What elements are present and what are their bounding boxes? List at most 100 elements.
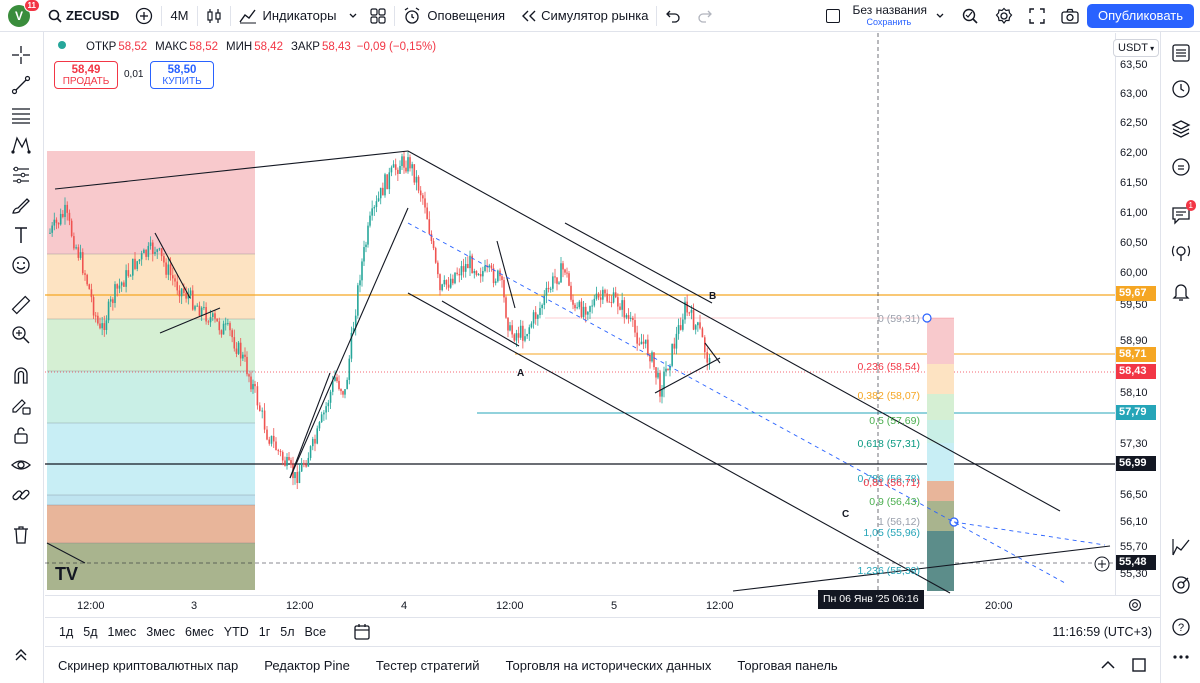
ruler-tool[interactable] xyxy=(10,294,32,316)
candle-body xyxy=(138,259,141,262)
trading-panel-button[interactable] xyxy=(1170,536,1192,558)
goto-date-button[interactable] xyxy=(353,623,371,641)
buy-button[interactable]: 58,50 КУПИТЬ xyxy=(150,61,214,89)
layout-save-button[interactable]: Без названия Сохранить xyxy=(852,4,927,28)
range-1y[interactable]: 1г xyxy=(258,624,271,639)
fib-zone-salmon xyxy=(47,505,255,543)
divider xyxy=(196,5,198,26)
candle-body xyxy=(602,289,604,300)
interval-button[interactable]: 4M xyxy=(170,8,189,23)
crosshair-tool[interactable] xyxy=(10,44,32,66)
tab-trading-panel[interactable]: Торговая панель xyxy=(737,657,838,673)
candle-body xyxy=(640,341,643,345)
candle-body xyxy=(134,258,136,269)
symbol-search-button[interactable]: ZECUSD xyxy=(40,0,127,32)
candle-body xyxy=(120,282,123,286)
trend-line-tool[interactable] xyxy=(10,74,32,96)
indicators-button[interactable]: Индикаторы xyxy=(231,0,345,32)
sell-button[interactable]: 58,49 ПРОДАТЬ xyxy=(54,61,118,89)
remove-tool[interactable] xyxy=(10,524,32,546)
text-tool[interactable] xyxy=(10,224,32,246)
magnet-icon xyxy=(14,367,28,384)
chart-type-button[interactable] xyxy=(198,0,230,32)
list-icon xyxy=(1172,44,1190,62)
candle-body xyxy=(105,320,108,331)
fib-handle-top xyxy=(922,313,932,323)
time-axis[interactable]: 12:00 3 12:00 4 12:00 5 12:00 20:00 xyxy=(45,595,1160,617)
currency-selector[interactable]: USDT ▾ xyxy=(1113,39,1160,57)
magnet-tool[interactable] xyxy=(10,364,32,386)
candle-body xyxy=(570,285,572,300)
chats-button[interactable]: 1 xyxy=(1170,200,1196,226)
candle-body xyxy=(558,282,560,284)
tab-replay-trading[interactable]: Торговля на исторических данных xyxy=(505,657,712,673)
emoji-tool[interactable] xyxy=(10,254,32,276)
range-5d[interactable]: 5д xyxy=(83,624,98,639)
price-axis[interactable]: 63,50 63,00 62,50 62,00 61,50 61,00 60,5… xyxy=(1115,33,1160,595)
projection-tool[interactable] xyxy=(10,164,32,186)
candle-body xyxy=(51,225,53,233)
candle-body xyxy=(194,306,196,310)
layout-checkbox[interactable] xyxy=(826,8,841,23)
candle-body xyxy=(627,315,630,319)
ideas-button[interactable] xyxy=(1170,156,1192,178)
compare-add-button[interactable] xyxy=(127,0,161,32)
fib-zone-green xyxy=(47,319,255,371)
candle-body xyxy=(261,410,263,412)
dom-button[interactable] xyxy=(1170,574,1192,596)
range-5y[interactable]: 5л xyxy=(280,624,295,639)
object-tree-button[interactable] xyxy=(1170,118,1192,140)
watchlist-button[interactable] xyxy=(1170,42,1192,64)
streams-button[interactable] xyxy=(1170,242,1192,264)
notifications-button[interactable] xyxy=(1170,280,1192,302)
fib-tool[interactable] xyxy=(10,104,32,126)
publish-button[interactable]: Опубликовать xyxy=(1086,3,1194,28)
alerts-panel-button[interactable] xyxy=(1170,78,1192,100)
indicators-menu-button[interactable] xyxy=(344,0,362,32)
more-button[interactable] xyxy=(1170,646,1192,668)
tab-strategy-tester[interactable]: Тестер стратегий xyxy=(375,657,480,673)
chevron-up-icon[interactable] xyxy=(1100,658,1116,672)
range-3m[interactable]: 3мес xyxy=(146,624,175,639)
user-avatar[interactable]: V 11 xyxy=(8,0,40,27)
chart-canvas[interactable]: TV A B C 0 (59,31) 0,236 xyxy=(45,33,1115,615)
visibility-tool[interactable] xyxy=(10,454,32,476)
range-6m[interactable]: 6мес xyxy=(185,624,214,639)
tab-crypto-screener[interactable]: Скринер криптовалютных пар xyxy=(58,657,239,673)
fib-box-red xyxy=(927,318,954,364)
snapshot-button[interactable] xyxy=(1053,0,1087,32)
candle-body xyxy=(503,280,505,298)
time-label: 12:00 xyxy=(286,600,314,612)
undo-button[interactable] xyxy=(657,0,689,32)
help-button[interactable]: ? xyxy=(1170,616,1192,638)
range-1m[interactable]: 1мес xyxy=(107,624,137,639)
indicators-icon xyxy=(238,9,256,23)
range-1d[interactable]: 1д xyxy=(59,624,74,639)
zoom-tool[interactable] xyxy=(10,324,32,346)
candle-body xyxy=(79,252,82,258)
replay-button[interactable]: Симулятор рынка xyxy=(513,0,656,32)
range-all[interactable]: Все xyxy=(304,624,327,639)
redo-button[interactable] xyxy=(689,0,721,32)
axis-settings-button[interactable] xyxy=(1128,598,1142,615)
candle-body xyxy=(185,292,187,299)
candle-body xyxy=(649,355,651,362)
clock-timezone[interactable]: 11:16:59 (UTC+3) xyxy=(1052,624,1152,639)
maximize-icon[interactable] xyxy=(1132,658,1146,672)
lock-all-tool[interactable] xyxy=(10,424,32,446)
candle-body xyxy=(290,460,292,465)
quick-search-button[interactable] xyxy=(953,0,987,32)
lock-draw-tool[interactable] xyxy=(10,394,32,416)
tab-pine-editor[interactable]: Редактор Pine xyxy=(264,657,350,673)
link-tool[interactable] xyxy=(10,484,32,506)
range-ytd[interactable]: YTD xyxy=(223,624,249,639)
layouts-button[interactable] xyxy=(362,0,394,32)
pattern-tool[interactable] xyxy=(10,134,32,156)
collapse-panel-button[interactable] xyxy=(10,644,32,666)
fullscreen-button[interactable] xyxy=(1021,0,1053,32)
candle-body xyxy=(107,301,110,321)
alerts-button[interactable]: Оповещения xyxy=(395,0,513,32)
settings-button[interactable] xyxy=(987,0,1021,32)
layout-menu-button[interactable] xyxy=(927,0,953,32)
brush-tool[interactable] xyxy=(10,194,32,216)
